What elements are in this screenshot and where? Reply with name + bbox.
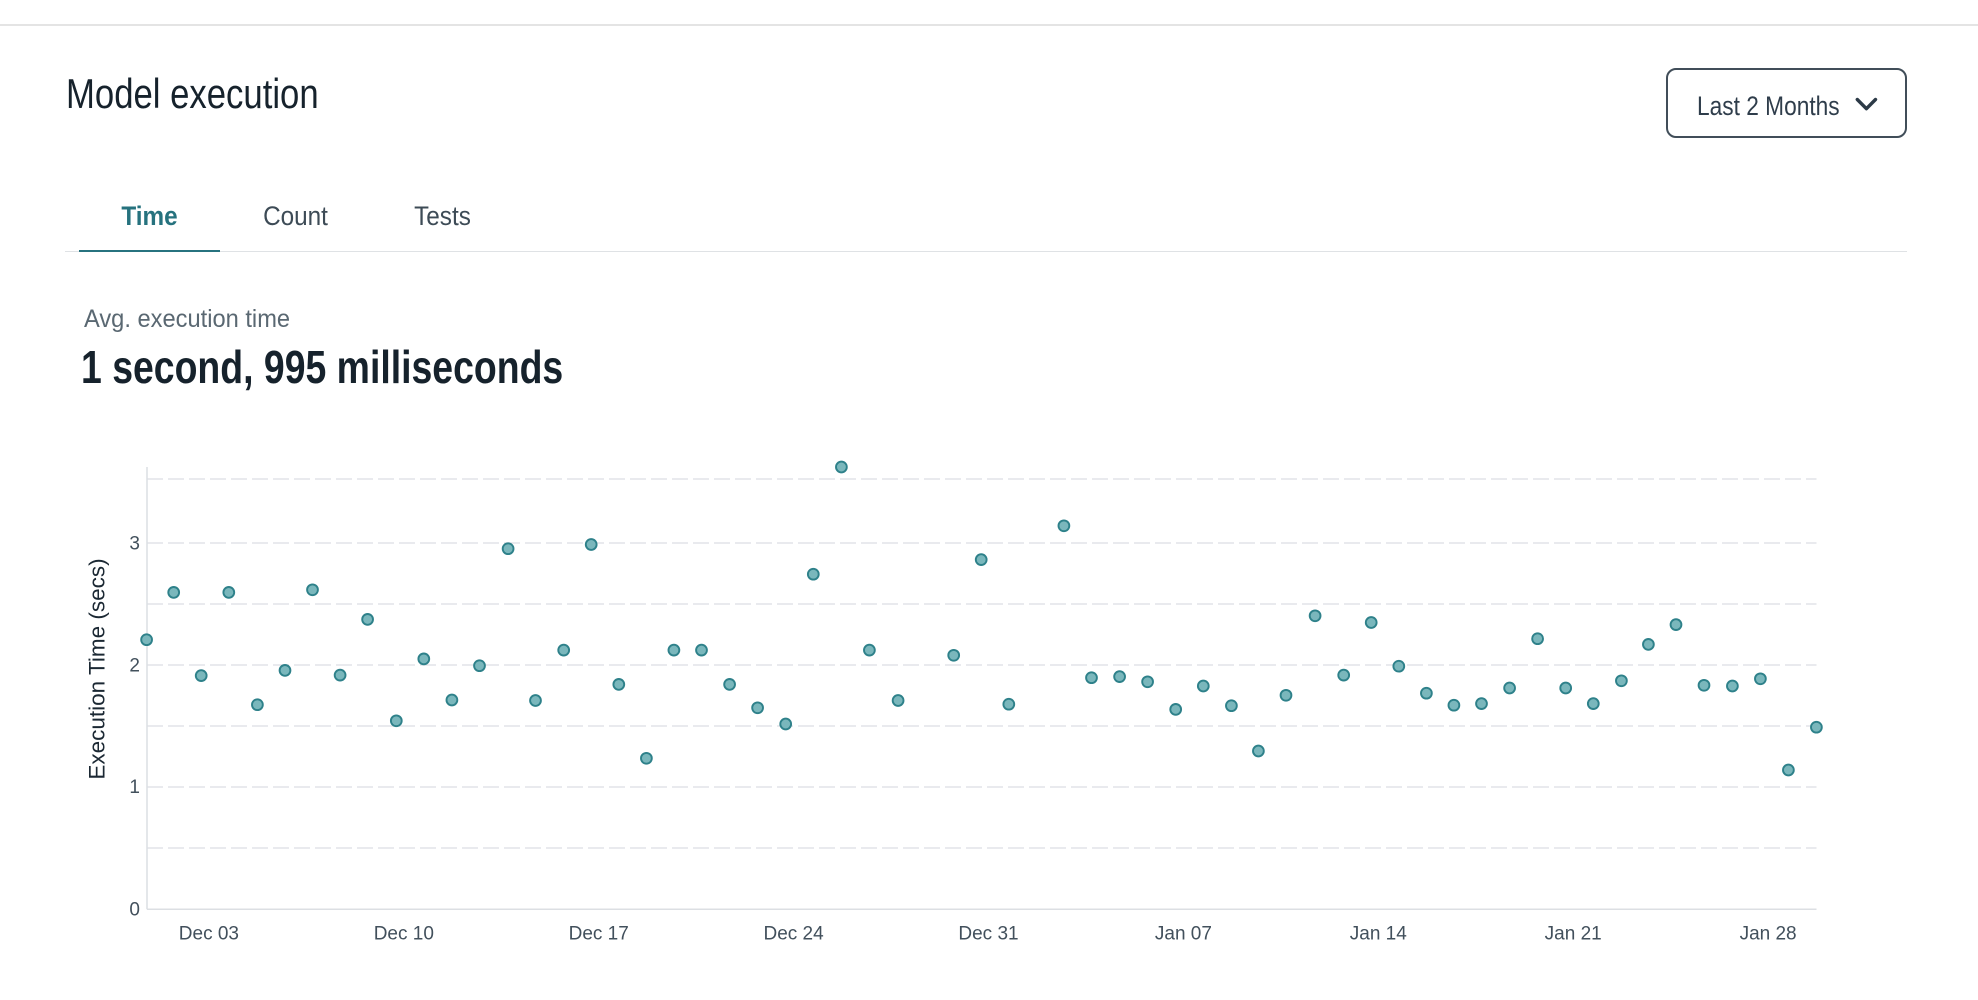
svg-text:1: 1 [129, 777, 140, 798]
svg-text:Jan 28: Jan 28 [1740, 924, 1797, 945]
svg-text:Dec 24: Dec 24 [763, 924, 824, 945]
svg-text:Dec 10: Dec 10 [374, 924, 434, 945]
svg-text:Dec 31: Dec 31 [958, 924, 1018, 945]
svg-text:Dec 17: Dec 17 [569, 924, 629, 945]
svg-text:0: 0 [129, 900, 140, 921]
svg-text:Jan 07: Jan 07 [1155, 924, 1212, 945]
svg-text:3: 3 [129, 534, 140, 555]
svg-text:Execution Time (secs): Execution Time (secs) [85, 558, 110, 779]
svg-text:2: 2 [129, 656, 140, 677]
svg-text:Jan 21: Jan 21 [1545, 924, 1602, 945]
svg-text:Jan 14: Jan 14 [1350, 924, 1407, 945]
svg-text:Dec 03: Dec 03 [179, 924, 239, 945]
